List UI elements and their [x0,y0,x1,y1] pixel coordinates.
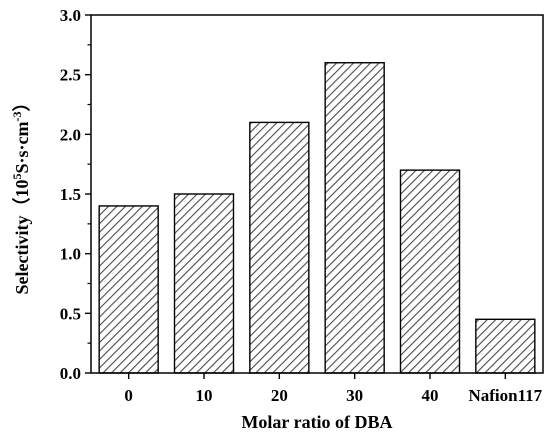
y-axis-title: Selectivity（105S·s·cm-3） [10,94,32,295]
y-tick-label: 0.0 [60,364,81,383]
y-tick-label: 0.5 [60,304,81,323]
bars-group [98,62,536,374]
bar-20 [249,121,310,374]
bar-30 [324,62,385,374]
x-tick-label: 40 [422,386,439,405]
y-tick-label: 3.0 [60,6,81,25]
x-axis-title: Molar ratio of DBA [241,412,392,432]
bar-10 [173,193,235,374]
x-tick-label: 30 [346,386,363,405]
y-tick-label: 2.0 [60,125,81,144]
x-tick-label: 10 [196,386,213,405]
y-tick-label: 1.5 [60,185,81,204]
bar-0 [98,205,159,374]
bar-Nafion117 [475,318,536,374]
y-tick-label: 2.5 [60,66,81,85]
x-tick-label: 20 [271,386,288,405]
x-tick-label: Nafion117 [468,386,542,405]
x-tick-label: 0 [124,386,133,405]
bar-40 [399,169,461,374]
y-axis-ticks: 0.0 0.5 1.0 1.5 2.0 2.5 3.0 [60,6,91,383]
x-axis-ticks: 0 10 20 30 40 Nafion117 [124,373,543,405]
y-tick-label: 1.0 [60,245,81,264]
